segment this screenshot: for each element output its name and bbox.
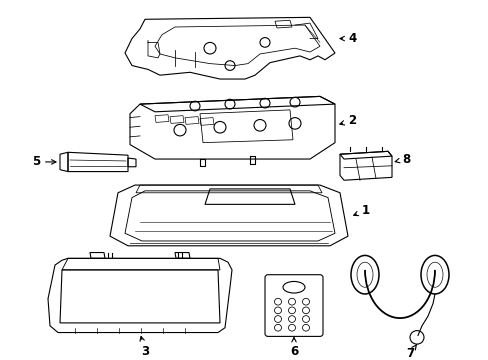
Text: 1: 1 (353, 204, 369, 217)
Text: 3: 3 (140, 337, 149, 358)
Text: 4: 4 (339, 32, 356, 45)
Text: 8: 8 (394, 153, 409, 166)
Text: 7: 7 (405, 344, 416, 360)
Text: 2: 2 (339, 114, 355, 127)
Text: 5: 5 (32, 156, 56, 168)
Text: 6: 6 (289, 338, 298, 358)
